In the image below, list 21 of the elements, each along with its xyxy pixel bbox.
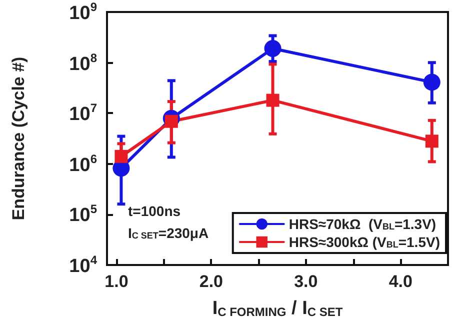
x-tick-label: 4.0: [388, 272, 412, 291]
annotation: IC SET=230μA: [128, 225, 209, 241]
point: [423, 74, 440, 91]
y-tick-label: 10$^{7}$: [68, 101, 97, 128]
legend-label: HRS≈70kΩ (VBL=1.3V): [288, 216, 436, 232]
y-axis-title: Endurance (Cycle #): [9, 56, 28, 220]
y-tick-label: 10$^{5}$: [68, 202, 97, 228]
point: [264, 40, 282, 57]
x-tick-label: 2.0: [199, 272, 224, 291]
point: [114, 150, 128, 163]
point: [425, 134, 438, 148]
y-tick-label: 10$^{6}$: [68, 152, 97, 178]
annotation: t=100ns: [128, 203, 181, 219]
legend-label: HRS≈300kΩ (VBL=1.5V): [288, 234, 440, 250]
y-tick-label: 10$^{8}$: [68, 50, 97, 77]
x-axis-title: IC FORMING / IC SET: [212, 298, 344, 319]
x-tick-label: 3.0: [294, 272, 318, 291]
x-tick-label: 1.0: [104, 272, 128, 291]
y-tick-label: 10$^{9}$: [68, 0, 97, 26]
y-tick-label: 10$^{4}$: [68, 253, 97, 279]
point: [266, 94, 280, 107]
